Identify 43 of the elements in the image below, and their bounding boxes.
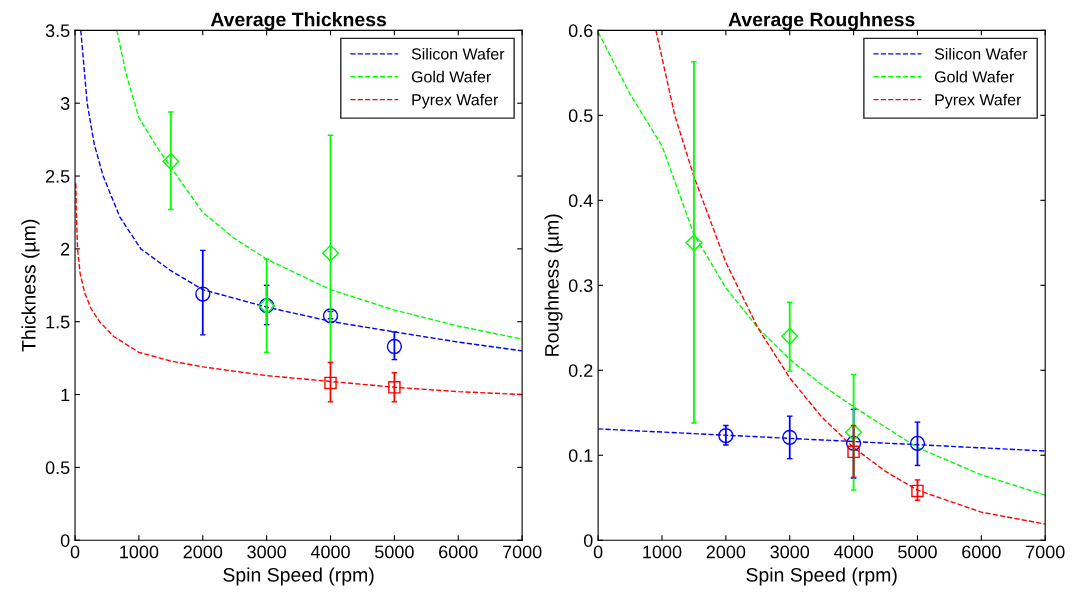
chart-title: Average Roughness [728,12,915,31]
y-tick-label: 0.5 [45,461,70,475]
y-tick-label: 0.5 [568,109,593,123]
x-tick-label: 0 [593,545,603,559]
y-tick-label: 0 [583,534,593,547]
x-tick-label: 0 [70,545,80,559]
x-tick-label: 1000 [120,545,159,559]
y-tick-label: 1.5 [46,315,70,329]
legend-label: Pyrex Wafer [935,93,1022,109]
x-tick-label: 2000 [706,545,746,559]
x-tick-label: 3000 [770,545,810,559]
y-tick-label: 0.3 [568,279,593,293]
y-tick-label: 2.5 [45,169,70,183]
legend-label: Gold Wafer [934,70,1015,83]
y-tick-label: 3 [60,97,70,110]
y-tick-label: 0 [60,534,70,547]
x-tick-label: 7000 [1026,545,1065,559]
legend-label: Silicon Wafer [934,47,1028,60]
y-tick-label: 1 [61,388,70,402]
x-tick-label: 5000 [375,545,414,559]
y-tick-label: 0.6 [568,24,593,38]
x-tick-label: 1000 [643,545,682,559]
legend-label: Silicon Wafer [411,47,505,60]
x-tick-label: 3000 [247,545,287,559]
x-tick-label: 4000 [310,545,350,559]
x-tick-label: 6000 [962,545,1001,559]
x-axis-title: Spin Speed (rpm) [223,567,374,586]
y-tick-label: 0.2 [568,364,593,377]
legend-label: Pyrex Wafer [412,93,499,109]
x-axis-title: Spin Speed (rpm) [746,567,897,586]
y-axis-title: Thickness (µm) [21,219,40,352]
x-tick-label: 2000 [183,545,223,559]
y-tick-label: 0.1 [568,449,593,462]
x-tick-label: 6000 [439,545,478,559]
chart-title: Average Thickness [210,12,387,31]
x-tick-label: 7000 [502,545,542,559]
y-tick-label: 0.4 [568,194,593,208]
x-tick-label: 4000 [833,545,873,559]
x-tick-label: 5000 [898,545,937,559]
y-tick-label: 3.5 [45,24,70,38]
legend-label: Gold Wafer [411,70,491,83]
y-tick-label: 2 [61,242,70,256]
y-axis-title: Roughness (µm) [544,214,563,356]
